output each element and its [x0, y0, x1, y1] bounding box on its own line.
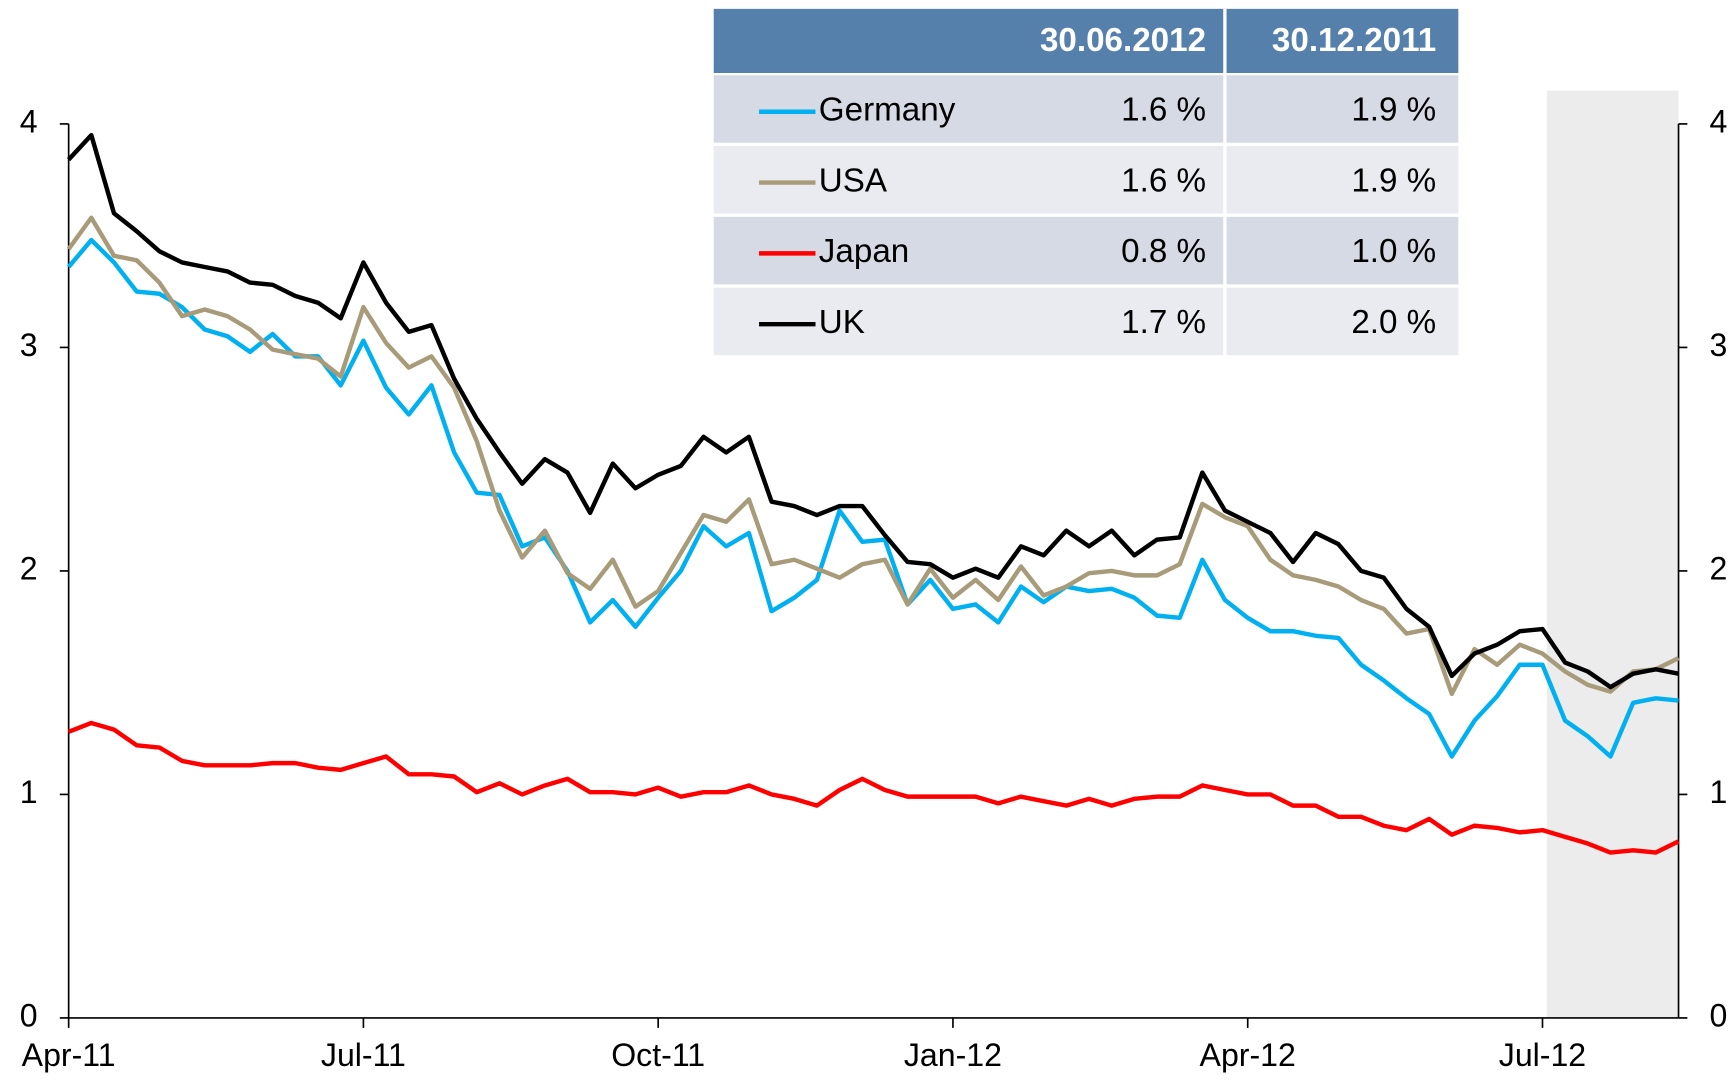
table-row	[1226, 287, 1459, 356]
line-series	[67, 720, 1680, 855]
table-row	[713, 287, 1224, 356]
table-cell: 1.6 %	[1121, 92, 1206, 129]
table-cell: 2.0 %	[1351, 304, 1436, 341]
table-row	[1226, 216, 1459, 285]
table-cell: 1.0 %	[1351, 233, 1436, 270]
line-series	[67, 132, 1679, 690]
legend-label: USA	[819, 162, 888, 199]
y-tick-label: 2	[1710, 550, 1728, 586]
x-tick-label: Apr-12	[1200, 1037, 1296, 1073]
table-cell: 1.7 %	[1121, 304, 1206, 341]
table-row	[1226, 146, 1459, 214]
legend-label: UK	[819, 304, 865, 341]
column-header: 30.12.2011	[1272, 22, 1436, 59]
y-tick-label: 0	[1710, 997, 1728, 1033]
y-tick-label: 4	[1710, 103, 1728, 139]
y-tick-label: 1	[20, 774, 38, 810]
y-tick-label: 1	[1710, 774, 1728, 810]
table-row	[713, 216, 1224, 285]
table-header	[713, 8, 1459, 74]
line-series	[66, 237, 1679, 759]
table-cell: 0.8 %	[1121, 233, 1206, 270]
y-tick-label: 3	[1710, 327, 1728, 363]
x-tick-label: Jul-11	[321, 1037, 406, 1073]
table-row	[713, 146, 1224, 214]
table-row	[713, 75, 1224, 143]
y-tick-label: 4	[20, 103, 38, 139]
x-tick-label: Apr-11	[22, 1037, 116, 1073]
shaded-period	[1546, 90, 1679, 1018]
line-series	[66, 215, 1680, 697]
table-cell: 1.6 %	[1121, 162, 1206, 199]
x-tick-label: Jul-12	[1499, 1037, 1586, 1073]
table-cell: 1.9 %	[1351, 92, 1436, 129]
column-header: 30.06.2012	[1040, 22, 1206, 59]
x-tick-label: Oct-11	[611, 1037, 705, 1073]
x-tick-label: Jan-12	[904, 1037, 1002, 1073]
legend-label: Germany	[819, 92, 956, 129]
legend-label: Japan	[819, 233, 909, 270]
y-tick-label: 0	[20, 997, 38, 1033]
table-row	[1226, 75, 1459, 143]
y-tick-label: 3	[20, 327, 38, 363]
y-tick-label: 2	[20, 550, 38, 586]
table-cell: 1.9 %	[1351, 162, 1436, 199]
